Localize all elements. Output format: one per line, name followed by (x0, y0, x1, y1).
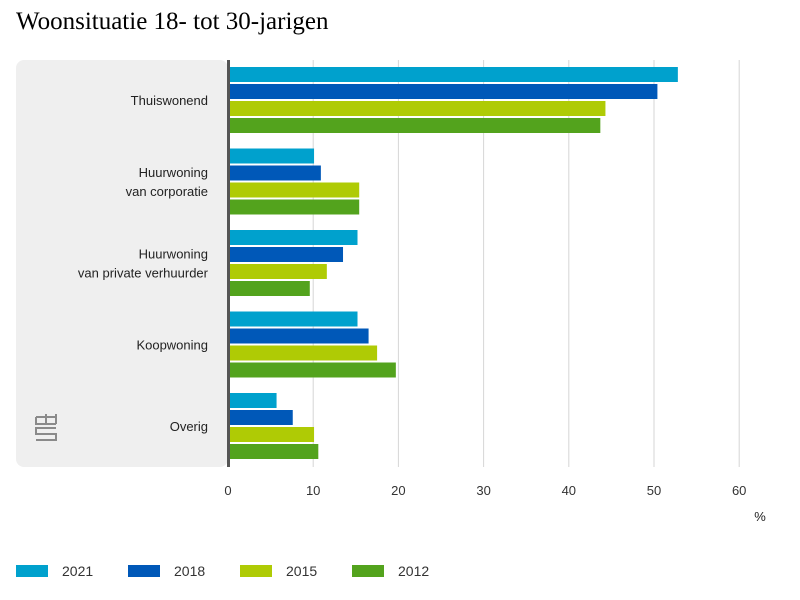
legend-swatch (352, 565, 384, 577)
legend-label: 2012 (398, 563, 430, 579)
x-tick-label: 50 (647, 483, 661, 498)
legend-item-2018: 2018 (128, 563, 240, 579)
bar-2021-3 (228, 311, 358, 327)
bar-2012-3 (228, 362, 396, 378)
x-tick-label: 60 (732, 483, 746, 498)
chart-title: Woonsituatie 18- tot 30-jarigen (16, 8, 329, 35)
legend-label: 2021 (62, 563, 94, 579)
legend-item-2021: 2021 (16, 563, 128, 579)
category-label: Huurwoning van corporatie (126, 165, 208, 199)
bar-2018-1 (228, 165, 321, 181)
bars (228, 67, 678, 459)
legend-label: 2018 (174, 563, 206, 579)
bar-2012-2 (228, 281, 310, 296)
category-label-line: Overig (170, 419, 208, 434)
bar-2018-0 (228, 84, 658, 99)
plot-panel-background (16, 60, 228, 467)
bar-2012-0 (228, 118, 601, 133)
cbs-logo (35, 414, 57, 441)
legend-item-2012: 2012 (352, 563, 464, 579)
category-label-line: Huurwoning (139, 247, 208, 262)
category-label-line: Koopwoning (136, 338, 208, 353)
x-tick-label: 10 (306, 483, 320, 498)
category-label: Huurwoning van private verhuurder (78, 247, 209, 281)
category-label-line: Huurwoning (139, 165, 208, 180)
x-tick-label: 0 (224, 483, 231, 498)
category-label-line: van corporatie (126, 184, 208, 199)
bar-2012-1 (228, 199, 360, 215)
category-label-line: van private verhuurder (78, 266, 209, 281)
legend-swatch (128, 565, 160, 577)
category-label: Overig (170, 419, 208, 434)
bar-2018-3 (228, 328, 369, 344)
bar-2018-2 (228, 247, 344, 262)
bar-2021-1 (228, 148, 315, 164)
x-tick-label: 40 (562, 483, 576, 498)
bar-2015-3 (228, 345, 378, 361)
x-tick-labels: 0 10 20 30 40 50 60 (224, 483, 746, 498)
bar-2018-4 (228, 410, 293, 425)
legend: 2021 2018 2015 2012 (16, 563, 464, 579)
x-tick-label: 20 (391, 483, 405, 498)
bar-2015-2 (228, 264, 327, 279)
bar-2015-1 (228, 182, 360, 198)
legend-swatch (16, 565, 48, 577)
bar-2012-4 (228, 444, 319, 459)
legend-item-2015: 2015 (240, 563, 352, 579)
bar-2021-4 (228, 393, 277, 408)
bar-2021-0 (228, 67, 678, 82)
x-tick-label: 30 (476, 483, 490, 498)
bar-2021-2 (228, 230, 358, 245)
x-axis-unit-label: % (754, 509, 766, 524)
bar-2015-4 (228, 427, 315, 442)
bar-2015-0 (228, 101, 606, 116)
category-label: Thuiswonend (131, 93, 208, 108)
category-label: Koopwoning (136, 338, 208, 353)
legend-label: 2015 (286, 563, 318, 579)
legend-swatch (240, 565, 272, 577)
category-label-line: Thuiswonend (131, 93, 208, 108)
